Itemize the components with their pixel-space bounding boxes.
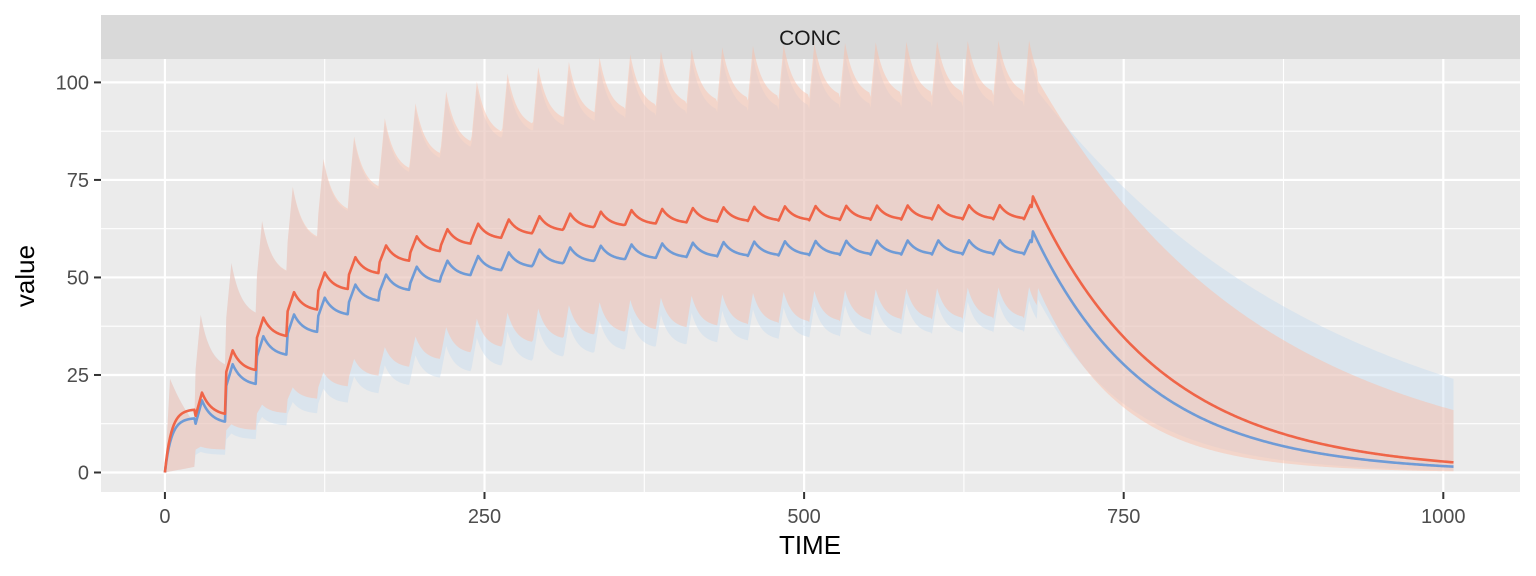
y-tick-label: 100 xyxy=(56,72,89,94)
prediction-bands xyxy=(164,40,1454,473)
x-tick-label: 1000 xyxy=(1421,506,1466,528)
x-tick-label: 750 xyxy=(1107,506,1140,528)
median-line-2 xyxy=(163,195,1454,473)
y-tick-label: 0 xyxy=(78,462,89,484)
y-tick-label: 75 xyxy=(67,170,89,192)
x-tick-label: 500 xyxy=(787,506,820,528)
facet-strip-label: CONC xyxy=(779,27,841,50)
x-axis-title: TIME xyxy=(779,530,841,560)
y-tick-label: 25 xyxy=(67,365,89,387)
x-tick-label: 0 xyxy=(159,506,170,528)
prediction-band-1 xyxy=(164,51,1454,473)
median-lines xyxy=(163,195,1454,473)
grid-lines xyxy=(101,59,1520,492)
median-line-1 xyxy=(163,230,1454,473)
y-tick-label: 50 xyxy=(67,267,89,289)
prediction-band-2 xyxy=(164,40,1454,473)
x-tick-label: 250 xyxy=(468,506,501,528)
y-axis-title: value xyxy=(10,245,40,307)
facet-strip xyxy=(101,15,1520,59)
